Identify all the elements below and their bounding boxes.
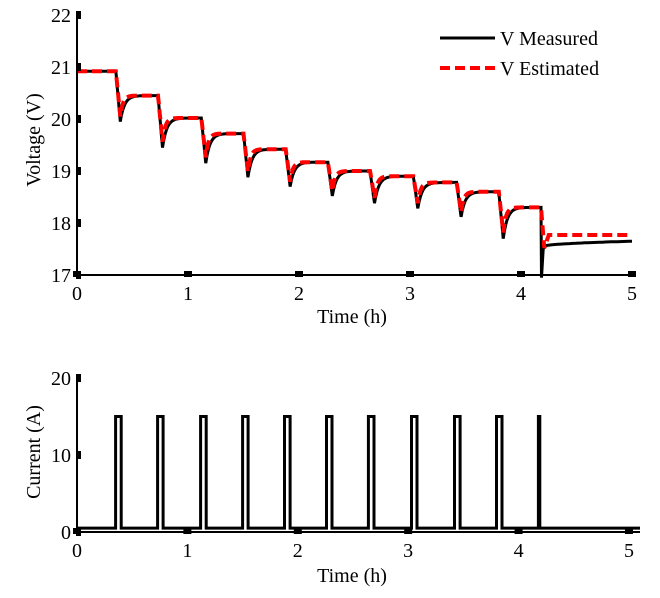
voltage-x-tick-label: 5 <box>627 283 637 305</box>
current-y-tick-label: 20 <box>51 368 71 390</box>
series-line-current <box>77 415 640 530</box>
voltage-x-tick <box>628 271 636 277</box>
current-x-tick-label: 2 <box>293 540 303 562</box>
voltage-y-tick-label: 19 <box>51 161 71 183</box>
current-y-tick-label: 10 <box>51 445 71 467</box>
voltage-y-axis-label: Voltage (V) <box>23 93 45 187</box>
current-x-tick-label: 4 <box>514 540 524 562</box>
voltage-x-tick <box>184 271 192 277</box>
legend-label-measured: V Measured <box>500 28 598 50</box>
current-x-tick-label: 1 <box>182 540 192 562</box>
current-x-tick <box>293 528 302 534</box>
voltage-x-tick-label: 4 <box>516 283 526 305</box>
voltage-y-tick-label: 18 <box>51 213 71 235</box>
voltage-y-tick <box>76 167 81 175</box>
voltage-y-tick <box>76 11 81 19</box>
current-chart: 0 1 2 3 4 5 0 10 20 Time (h) Current (A) <box>23 368 640 587</box>
current-y-axis-label: Current (A) <box>23 405 45 499</box>
current-x-axis-label: Time (h) <box>317 565 387 587</box>
current-x-tick <box>183 528 192 534</box>
voltage-y-tick <box>76 115 81 123</box>
voltage-x-tick <box>295 271 303 277</box>
voltage-y-tick-label: 21 <box>51 57 71 79</box>
voltage-y-tick-label: 20 <box>51 109 71 131</box>
voltage-y-tick <box>76 271 81 279</box>
current-x-tick-label: 5 <box>624 540 634 562</box>
voltage-x-tick-label: 2 <box>294 283 304 305</box>
current-x-tick <box>624 528 633 534</box>
voltage-y-tick-label: 22 <box>51 5 71 27</box>
voltage-legend: V Measured V Estimated <box>440 28 599 80</box>
current-x-tick-label: 0 <box>72 540 82 562</box>
voltage-y-tick <box>76 219 81 227</box>
current-y-tick <box>76 374 81 382</box>
series-line-v-estimated <box>77 69 632 249</box>
voltage-x-tick <box>517 271 525 277</box>
voltage-x-axis-label: Time (h) <box>317 306 387 328</box>
legend-label-estimated: V Estimated <box>500 58 599 80</box>
current-x-tick-label: 3 <box>403 540 413 562</box>
current-x-tick <box>514 528 523 534</box>
current-y-tick <box>76 528 81 536</box>
voltage-y-tick <box>76 63 81 71</box>
current-x-tick <box>404 528 413 534</box>
current-y-tick <box>76 451 81 459</box>
voltage-x-tick-label: 0 <box>72 283 82 305</box>
voltage-x-tick-label: 3 <box>405 283 415 305</box>
voltage-x-tick-label: 1 <box>183 283 193 305</box>
voltage-y-tick-label: 17 <box>51 265 71 287</box>
voltage-x-tick <box>406 271 414 277</box>
current-y-tick-label: 0 <box>61 522 71 544</box>
